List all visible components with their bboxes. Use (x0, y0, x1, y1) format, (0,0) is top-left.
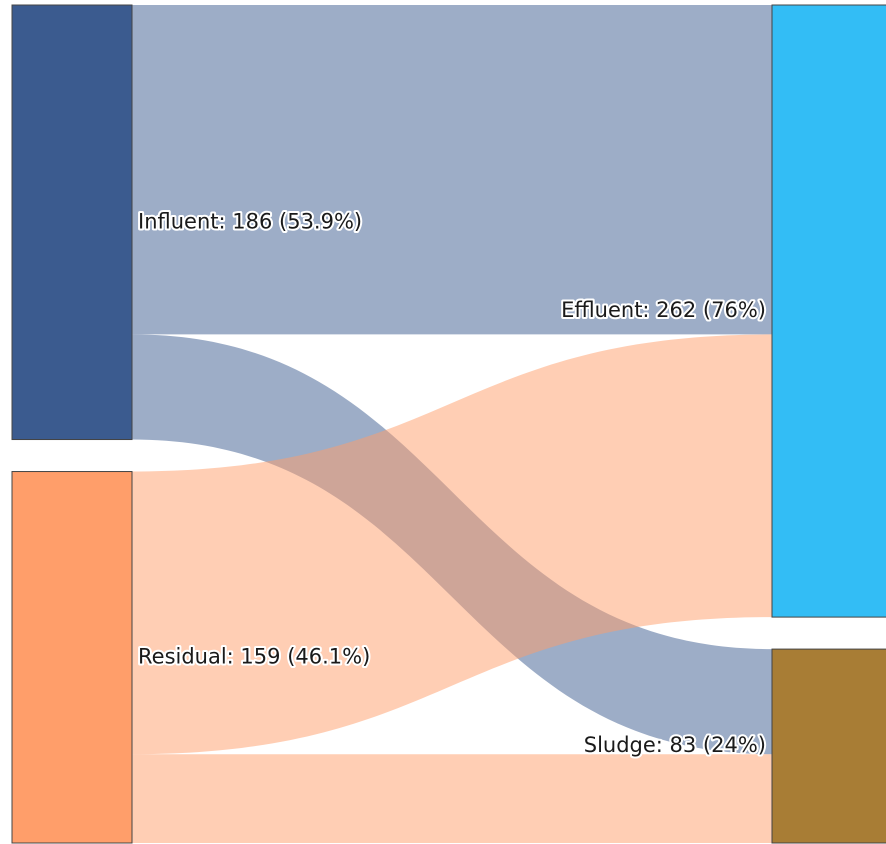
node-influent[interactable] (11, 4, 133, 441)
node-sludge[interactable] (771, 648, 886, 844)
labels-layer: Influent: 186 (53.9%) Residual: 159 (46.1… (136, 207, 768, 759)
nodes-layer (11, 4, 886, 844)
node-label-influent: Influent: 186 (53.9%) (138, 209, 362, 233)
link-residual-to-effluent[interactable] (132, 334, 772, 755)
link-residual-to-sludge[interactable] (132, 754, 772, 843)
node-label-residual: Residual: 159 (46.1%) (138, 644, 370, 668)
node-label-sludge: Sludge: 83 (24%) (584, 733, 766, 757)
links-layer (132, 5, 772, 843)
node-residual[interactable] (11, 471, 133, 844)
link-influent-to-effluent[interactable] (132, 5, 772, 335)
node-effluent[interactable] (771, 4, 886, 618)
node-label-effluent: Effluent: 262 (76%) (561, 298, 766, 322)
